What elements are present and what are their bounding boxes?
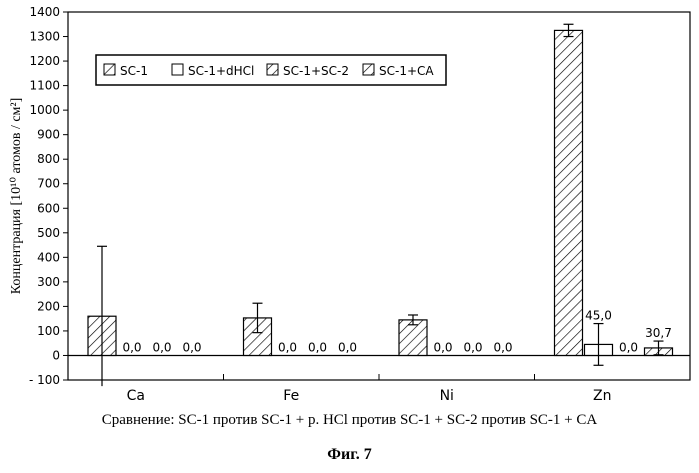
data-label: 0,0 (338, 340, 357, 354)
y-tick-label: 200 (37, 299, 60, 313)
y-tick-label: 600 (37, 201, 60, 215)
data-label: 45,0 (585, 309, 612, 323)
category-label: Ca (127, 388, 145, 404)
y-tick-label: 1100 (29, 79, 60, 93)
y-tick-label: - 100 (29, 373, 60, 387)
y-tick-label: 100 (37, 324, 60, 338)
legend-label: SC-1+CA (379, 64, 434, 78)
legend-label: SC-1+SC-2 (283, 64, 349, 78)
data-label: 0,0 (308, 340, 327, 354)
y-tick-label: 1200 (29, 54, 60, 68)
y-tick-label: 400 (37, 250, 60, 264)
data-label: 0,0 (493, 340, 512, 354)
figure-label: Фиг. 7 (0, 446, 699, 464)
legend-swatch (172, 64, 183, 75)
y-tick-label: 300 (37, 275, 60, 289)
data-label: 0,0 (278, 340, 297, 354)
legend-label: SC-1+dHCl (188, 64, 254, 78)
bar-chart: - 100 0 100 200 300 400 500 600 700 800 900 1000 110… (0, 0, 699, 410)
data-label: 30,7 (645, 326, 672, 340)
category-label: Fe (283, 388, 299, 404)
y-tick-label: 1300 (29, 30, 60, 44)
category-label: Ni (440, 388, 454, 404)
data-label: 0,0 (619, 340, 638, 354)
y-tick-label: 1000 (29, 103, 60, 117)
y-axis-label: Концентрация [10¹⁰ атомов / см²] (9, 98, 24, 295)
y-tick-label: 500 (37, 226, 60, 240)
legend-swatch (104, 64, 115, 75)
data-label: 0,0 (152, 340, 171, 354)
y-tick-label: 1400 (29, 5, 60, 19)
legend-label: SC-1 (120, 64, 148, 78)
y-tick-label: 800 (37, 152, 60, 166)
legend-swatch (267, 64, 278, 75)
figure-caption: Сравнение: SC-1 против SC-1 + р. HCl про… (0, 412, 699, 429)
data-label: 0,0 (122, 340, 141, 354)
y-tick-label: 700 (37, 177, 60, 191)
y-tick-label: 0 (52, 348, 60, 362)
data-label: 0,0 (182, 340, 201, 354)
data-label: 0,0 (463, 340, 482, 354)
data-label: 0,0 (433, 340, 452, 354)
y-tick-label: 900 (37, 128, 60, 142)
category-label: Zn (593, 388, 611, 404)
bar (555, 30, 583, 355)
legend-swatch (363, 64, 374, 75)
